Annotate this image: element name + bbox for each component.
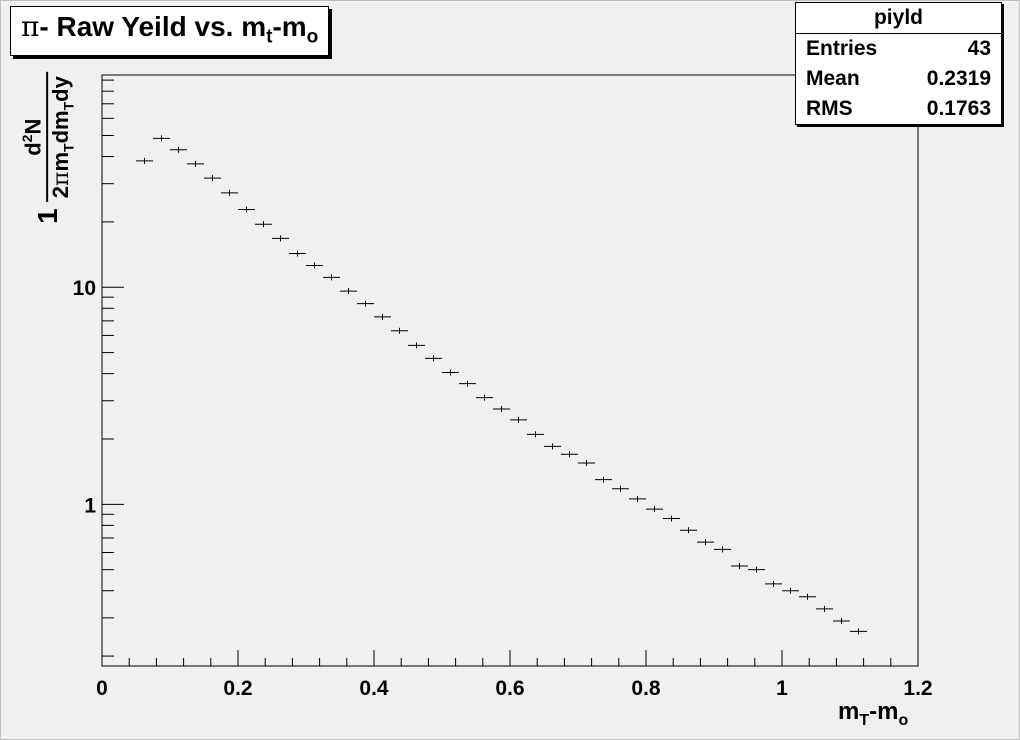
x-tick-label: 1 (776, 677, 788, 700)
data-point (323, 274, 340, 281)
stats-row-entries: Entries 43 (796, 34, 1001, 64)
stats-value: 43 (967, 37, 991, 60)
stats-title: piyld (796, 3, 1001, 34)
data-point (578, 460, 595, 467)
stats-value: 0.2319 (926, 67, 991, 90)
den-sub1: T (60, 143, 77, 152)
title-sub-t: t (266, 26, 273, 48)
data-point (697, 539, 714, 546)
data-point (782, 587, 799, 594)
data-point (238, 206, 255, 213)
den-pi: π (49, 171, 75, 187)
x-axis-label: mT-mo (838, 698, 908, 730)
data-point (306, 262, 323, 269)
title-text: - Raw Yeild vs. m (39, 11, 267, 42)
stats-value: 0.1763 (926, 97, 991, 120)
x-tick-label: 1.2 (903, 677, 932, 700)
data-point (527, 431, 544, 438)
data-point (561, 451, 578, 458)
title-sub-o: o (306, 26, 319, 48)
data-point (255, 221, 272, 228)
data-point (289, 250, 306, 257)
x-axis-label-sub-t: T (859, 711, 870, 729)
data-point (816, 605, 833, 612)
x-axis-label-rest: -m (869, 698, 899, 725)
chart-title: π- Raw Yeild vs. mt-mo (10, 6, 330, 56)
x-tick-label: 0.8 (631, 677, 661, 700)
den-dm: dm (48, 110, 74, 144)
x-tick-label: 0.6 (495, 677, 524, 700)
data-point (799, 593, 816, 600)
x-axis-label-m: m (838, 698, 860, 725)
y-axis-label-one: 1 (32, 208, 63, 224)
data-point (510, 416, 527, 423)
data-point (731, 562, 748, 569)
data-point (833, 618, 850, 625)
y-axis-label-fraction: d2N 2πmTdmTdy (19, 72, 77, 203)
axis-tick-labels: 0 0.2 0.4 0.6 0.8 1 1.2 1 10 (73, 277, 933, 700)
data-point (680, 527, 697, 534)
axis-ticks (101, 79, 919, 666)
plot-frame (101, 74, 919, 667)
data-point (340, 288, 357, 295)
y-tick-label: 1 (84, 494, 96, 517)
data-point (408, 342, 425, 349)
data-point (629, 495, 646, 502)
data-point (357, 300, 374, 307)
data-point (748, 566, 765, 573)
stats-label: Mean (806, 67, 860, 90)
den-m: m (48, 151, 74, 172)
stats-row-mean: Mean 0.2319 (796, 64, 1001, 94)
den-sub2: T (60, 101, 77, 111)
data-point (442, 369, 459, 376)
x-tick-label: 0.4 (359, 677, 389, 700)
data-point (374, 313, 391, 320)
data-point (136, 157, 153, 164)
num-n: N (20, 118, 46, 135)
data-points (136, 135, 867, 635)
x-axis-label-sub-o: o (898, 711, 909, 729)
y-tick-label: 10 (73, 277, 96, 300)
data-point (153, 135, 170, 142)
data-point (476, 394, 493, 401)
y-axis-label-denominator: 2πmTdmTdy (46, 72, 77, 203)
data-point (765, 580, 782, 587)
data-point (170, 146, 187, 153)
data-point (187, 160, 204, 167)
den-two: 2 (48, 186, 74, 199)
stats-label: RMS (806, 97, 853, 120)
den-dy: dy (48, 76, 74, 102)
y-axis-label-numerator: d2N (19, 115, 46, 160)
data-point (204, 175, 221, 182)
data-point (850, 628, 867, 635)
title-pi-symbol: π (21, 10, 40, 43)
data-point (425, 355, 442, 362)
data-point (595, 476, 612, 483)
data-point (544, 443, 561, 450)
stats-box: piyld Entries 43 Mean 0.2319 RMS 0.1763 (795, 2, 1002, 125)
data-point (272, 235, 289, 242)
stats-row-rms: RMS 0.1763 (796, 94, 1001, 124)
data-point (459, 380, 476, 387)
y-axis-label: 1 d2N 2πmTdmTdy (19, 72, 77, 224)
data-point (612, 485, 629, 492)
data-point (221, 189, 238, 196)
data-point (663, 515, 680, 522)
data-point (646, 506, 663, 513)
num-sup: 2 (19, 134, 36, 143)
x-tick-label: 0 (96, 677, 108, 700)
stats-label: Entries (806, 37, 878, 60)
data-point (391, 327, 408, 334)
data-point (493, 405, 510, 412)
title-mid: -m (272, 11, 307, 42)
data-point (714, 546, 731, 553)
x-tick-label: 0.2 (223, 677, 252, 700)
num-d: d (20, 142, 46, 156)
